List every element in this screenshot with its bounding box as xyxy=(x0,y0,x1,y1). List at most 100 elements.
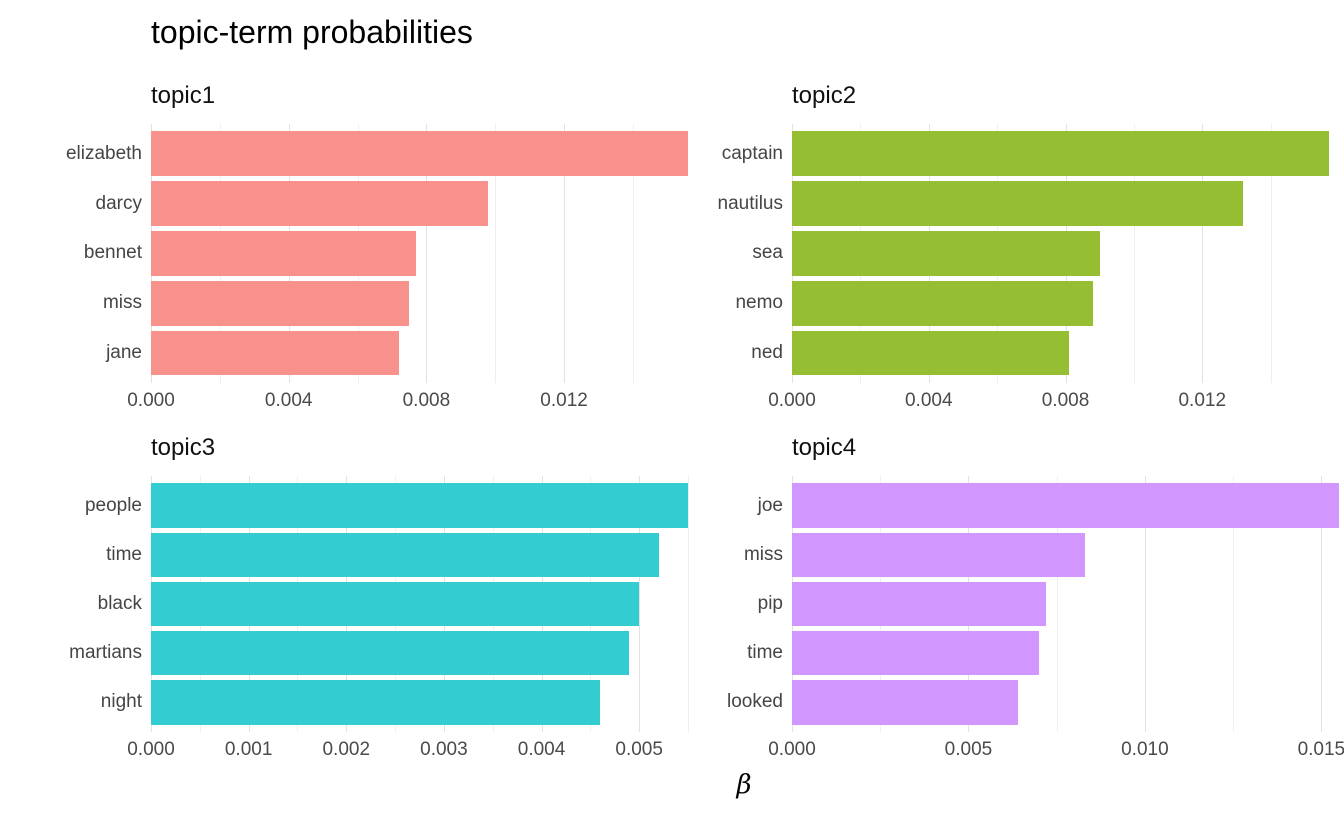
y-axis-labels: people time black martians night xyxy=(7,476,142,732)
bar-pip xyxy=(792,581,1047,627)
bar-row xyxy=(151,481,688,530)
gridline-major xyxy=(1321,476,1323,732)
term-label: nemo xyxy=(735,292,783,314)
facet-strip-label: topic3 xyxy=(151,434,216,461)
bar-martians xyxy=(151,631,630,676)
x-tick-label: 0.012 xyxy=(1178,390,1227,411)
term-label: martians xyxy=(69,642,142,664)
facet-topic3: topic3 people time black martians night 0.00… xyxy=(69,434,689,765)
x-tick-label: 0.012 xyxy=(540,390,588,411)
bar-row xyxy=(151,229,688,279)
bar-row xyxy=(792,629,1339,678)
x-tick-label: 0.002 xyxy=(322,739,371,760)
bar-miss xyxy=(792,532,1085,577)
gridline-minor xyxy=(632,124,634,383)
x-axis-title: β xyxy=(736,770,752,800)
term-label: nautilus xyxy=(717,192,784,214)
bar-row xyxy=(792,328,1339,378)
x-tick-label: 0.015 xyxy=(1297,739,1344,760)
gridline-major xyxy=(564,124,566,383)
gridline-major xyxy=(1144,476,1146,732)
term-label: pip xyxy=(757,593,783,614)
gridline-minor xyxy=(1056,476,1058,732)
facet-strip-label: topic1 xyxy=(151,82,216,109)
x-tick-label: 0.000 xyxy=(768,390,816,411)
bar-sea xyxy=(792,231,1100,276)
x-tick-label: 0.004 xyxy=(264,390,313,411)
bar-time xyxy=(792,631,1040,676)
bar-jane xyxy=(151,330,399,376)
bar-bennet xyxy=(151,231,417,276)
gridline-major xyxy=(426,124,428,383)
bar-row xyxy=(151,678,688,727)
term-label: miss xyxy=(102,292,142,314)
bar-ned xyxy=(792,330,1069,376)
x-tick-label: 0.005 xyxy=(944,739,993,760)
term-label: darcy xyxy=(95,192,142,214)
gridline-minor xyxy=(688,476,689,732)
gridline-minor xyxy=(1270,124,1272,383)
term-label: black xyxy=(97,593,142,614)
facet-strip-label: topic4 xyxy=(792,434,857,461)
term-label: elizabeth xyxy=(65,142,142,164)
x-axis-tick-labels: 0.000 0.004 0.008 0.012 xyxy=(127,390,688,416)
x-tick-label: 0.000 xyxy=(127,739,175,760)
bar-row xyxy=(792,129,1339,179)
gridline-minor xyxy=(1233,476,1235,732)
x-tick-label: 0.008 xyxy=(402,390,451,411)
term-label: looked xyxy=(727,691,783,713)
bar-looked xyxy=(792,680,1018,725)
bar-row xyxy=(792,229,1339,279)
term-label: people xyxy=(84,494,142,516)
bar-row xyxy=(151,579,688,628)
term-label: bennet xyxy=(83,242,142,264)
x-axis-tick-labels: 0.000 0.004 0.008 0.012 xyxy=(768,390,1339,416)
panel: joe miss pip time looked xyxy=(727,476,1339,732)
bar-elizabeth xyxy=(151,131,688,177)
x-axis-tick-labels: 0.000 0.001 0.002 0.003 0.004 0.005 xyxy=(127,739,688,765)
term-label: miss xyxy=(743,543,783,565)
bar-row xyxy=(151,278,688,328)
term-label: joe xyxy=(757,494,783,516)
bars-container xyxy=(792,124,1339,383)
bar-black xyxy=(151,581,640,627)
term-label: time xyxy=(747,642,783,664)
x-axis-tick-labels: 0.000 0.005 0.010 0.015 xyxy=(768,739,1344,765)
bar-row xyxy=(792,579,1339,628)
term-label: ned xyxy=(751,342,783,364)
bar-row xyxy=(792,530,1339,579)
gridline-minor xyxy=(495,124,497,383)
facet-topic1: topic1 elizabeth darcy bennet miss jane 0.00… xyxy=(66,82,688,416)
bar-row xyxy=(792,179,1339,229)
bar-row xyxy=(151,328,688,378)
bars-container xyxy=(151,124,688,383)
x-tick-label: 0.000 xyxy=(127,390,175,411)
gridline-major xyxy=(1202,124,1204,383)
bar-time xyxy=(151,532,659,577)
facet-strip-label: topic2 xyxy=(792,82,857,109)
x-tick-label: 0.004 xyxy=(517,739,566,760)
bars-container xyxy=(792,476,1339,732)
y-axis-labels: captain nautilus sea nemo ned xyxy=(648,124,784,383)
bar-row xyxy=(151,179,688,229)
bar-row xyxy=(792,678,1339,727)
bar-row xyxy=(151,629,688,678)
bar-people xyxy=(151,483,688,528)
bars-container xyxy=(151,476,688,732)
panel: elizabeth darcy bennet miss jane xyxy=(66,124,688,383)
x-tick-label: 0.010 xyxy=(1121,739,1169,760)
panel: people time black martians night xyxy=(69,476,689,732)
term-label: time xyxy=(106,543,142,565)
bar-joe xyxy=(792,483,1339,528)
term-label: captain xyxy=(721,142,783,164)
bar-miss xyxy=(151,280,410,326)
facet-topic4: topic4 joe miss pip time looked 0.000 0.005 0.… xyxy=(727,434,1344,765)
x-tick-label: 0.008 xyxy=(1041,390,1090,411)
bar-darcy xyxy=(151,181,489,227)
bar-row xyxy=(151,530,688,579)
bar-nautilus xyxy=(792,181,1244,227)
bar-nemo xyxy=(792,280,1093,326)
x-tick-label: 0.003 xyxy=(420,739,468,760)
plot-title: topic-term probabilities xyxy=(151,14,473,50)
